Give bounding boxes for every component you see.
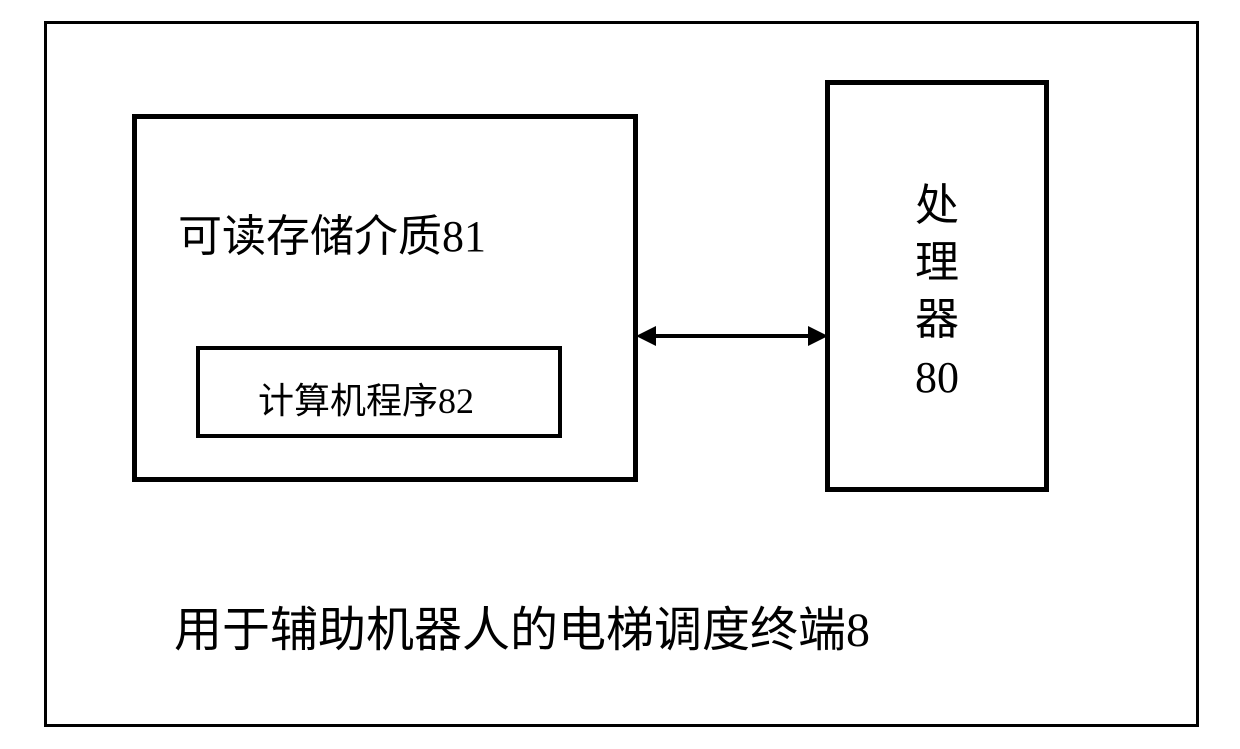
processor-label-line1: 处 [830,177,1044,234]
program-label: 计算机程序82 [258,372,474,424]
processor-label-line3: 器 [830,291,1044,348]
storage-medium-label: 可读存储介质81 [178,200,486,264]
bidirectional-arrow [636,316,828,356]
diagram-caption: 用于辅助机器人的电梯调度终端8 [174,590,870,660]
processor-label-line4: 80 [830,349,1044,406]
processor-label: 处 理 器 80 [830,177,1044,406]
processor-box: 处 理 器 80 [825,80,1049,492]
processor-label-line2: 理 [830,234,1044,291]
